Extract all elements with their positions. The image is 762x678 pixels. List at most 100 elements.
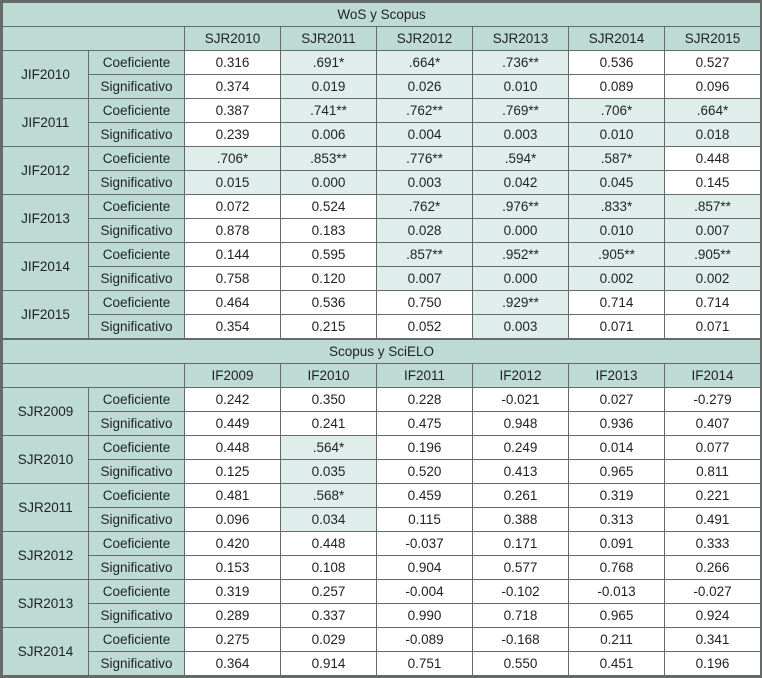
coefficient-value: 0.144: [184, 242, 281, 267]
significance-value: 0.413: [472, 459, 569, 484]
significance-value: 0.034: [280, 507, 377, 532]
coefficient-value: .857**: [663, 194, 762, 219]
significance-value: 0.878: [184, 218, 281, 243]
significance-value: 0.751: [376, 651, 473, 676]
coefficient-value: 0.464: [184, 290, 281, 315]
significance-value: 0.004: [376, 122, 473, 147]
coefficient-value: 0.228: [376, 387, 473, 412]
coefficient-value: .762**: [376, 98, 473, 123]
significance-value: 0.337: [280, 603, 377, 628]
coefficient-value: 0.257: [280, 579, 377, 604]
row-label-significance: Significativo: [88, 74, 185, 99]
coefficient-value: -0.279: [663, 387, 762, 412]
significance-value: 0.010: [568, 122, 665, 147]
coefficient-value: 0.029: [280, 627, 377, 652]
coefficient-value: .594*: [472, 146, 569, 171]
significance-value: 0.520: [376, 459, 473, 484]
coefficient-value: -0.013: [568, 579, 665, 604]
significance-value: 0.115: [376, 507, 473, 532]
significance-value: 0.354: [184, 314, 281, 339]
significance-value: 0.183: [280, 218, 377, 243]
significance-value: 0.451: [568, 651, 665, 676]
row-group-label-sjr2014: SJR2014: [2, 627, 89, 676]
row-label-coefficient: Coeficiente: [88, 194, 185, 219]
row-label-coefficient: Coeficiente: [88, 531, 185, 556]
coefficient-value: 0.750: [376, 290, 473, 315]
row-label-significance: Significativo: [88, 411, 185, 436]
row-label-significance: Significativo: [88, 651, 185, 676]
coefficient-value: -0.037: [376, 531, 473, 556]
significance-value: 0.042: [472, 170, 569, 195]
significance-value: 0.239: [184, 122, 281, 147]
coefficient-value: -0.027: [663, 579, 762, 604]
significance-value: 0.045: [568, 170, 665, 195]
significance-value: 0.000: [472, 218, 569, 243]
significance-value: 0.491: [663, 507, 762, 532]
coefficient-value: 0.221: [663, 483, 762, 508]
significance-value: 0.120: [280, 266, 377, 291]
significance-value: 0.811: [663, 459, 762, 484]
coefficient-value: .568*: [280, 483, 377, 508]
coefficient-value: .905**: [568, 242, 665, 267]
row-label-coefficient: Coeficiente: [88, 483, 185, 508]
coefficient-value: .741**: [280, 98, 377, 123]
significance-value: 0.215: [280, 314, 377, 339]
significance-value: 0.145: [663, 170, 762, 195]
significance-value: 0.015: [184, 170, 281, 195]
significance-value: 0.019: [280, 74, 377, 99]
column-header-sjr2013: SJR2013: [472, 26, 569, 51]
coefficient-value: 0.714: [568, 290, 665, 315]
table-title: WoS y Scopus: [1, 2, 762, 27]
significance-value: 0.096: [184, 507, 281, 532]
row-group-label-jif2010: JIF2010: [2, 50, 89, 99]
table-scopus-y-scielo: Scopus y SciELO IF2009 IF2010 IF2011 IF2012 I…: [1, 339, 762, 676]
coefficient-value: 0.091: [568, 531, 665, 556]
coefficient-value: .736**: [472, 50, 569, 75]
significance-value: 0.364: [184, 651, 281, 676]
coefficient-value: .853**: [280, 146, 377, 171]
column-header-sjr2011: SJR2011: [280, 26, 377, 51]
row-label-coefficient: Coeficiente: [88, 579, 185, 604]
coefficient-value: 0.014: [568, 435, 665, 460]
coefficient-value: .762*: [376, 194, 473, 219]
column-header-sjr2010: SJR2010: [184, 26, 281, 51]
significance-value: 0.007: [376, 266, 473, 291]
significance-value: 0.758: [184, 266, 281, 291]
significance-value: 0.550: [472, 651, 569, 676]
significance-value: 0.266: [663, 555, 762, 580]
coefficient-value: .905**: [663, 242, 762, 267]
row-label-coefficient: Coeficiente: [88, 435, 185, 460]
significance-value: 0.577: [472, 555, 569, 580]
significance-value: 0.071: [568, 314, 665, 339]
coefficient-value: -0.168: [472, 627, 569, 652]
row-group-label-jif2011: JIF2011: [2, 98, 89, 147]
coefficient-value: -0.004: [376, 579, 473, 604]
significance-value: 0.071: [663, 314, 762, 339]
column-header-sjr2014: SJR2014: [568, 26, 665, 51]
coefficient-value: 0.350: [280, 387, 377, 412]
significance-value: 0.003: [472, 122, 569, 147]
significance-value: 0.010: [472, 74, 569, 99]
coefficient-value: .833*: [568, 194, 665, 219]
row-group-label-jif2013: JIF2013: [2, 194, 89, 243]
column-header-sjr2015: SJR2015: [663, 26, 762, 51]
significance-value: 0.007: [663, 218, 762, 243]
significance-value: 0.449: [184, 411, 281, 436]
significance-value: 0.108: [280, 555, 377, 580]
row-label-coefficient: Coeficiente: [88, 242, 185, 267]
significance-value: 0.924: [663, 603, 762, 628]
column-header-if2014: IF2014: [663, 363, 762, 388]
significance-value: 0.965: [568, 603, 665, 628]
coefficient-value: .952**: [472, 242, 569, 267]
coefficient-value: 0.481: [184, 483, 281, 508]
coefficient-value: 0.714: [663, 290, 762, 315]
significance-value: 0.002: [568, 266, 665, 291]
coefficient-value: 0.448: [663, 146, 762, 171]
coefficient-value: 0.242: [184, 387, 281, 412]
significance-value: 0.096: [663, 74, 762, 99]
significance-value: 0.026: [376, 74, 473, 99]
significance-value: 0.990: [376, 603, 473, 628]
row-group-label-jif2014: JIF2014: [2, 242, 89, 291]
coefficient-value: 0.527: [663, 50, 762, 75]
row-label-significance: Significativo: [88, 266, 185, 291]
